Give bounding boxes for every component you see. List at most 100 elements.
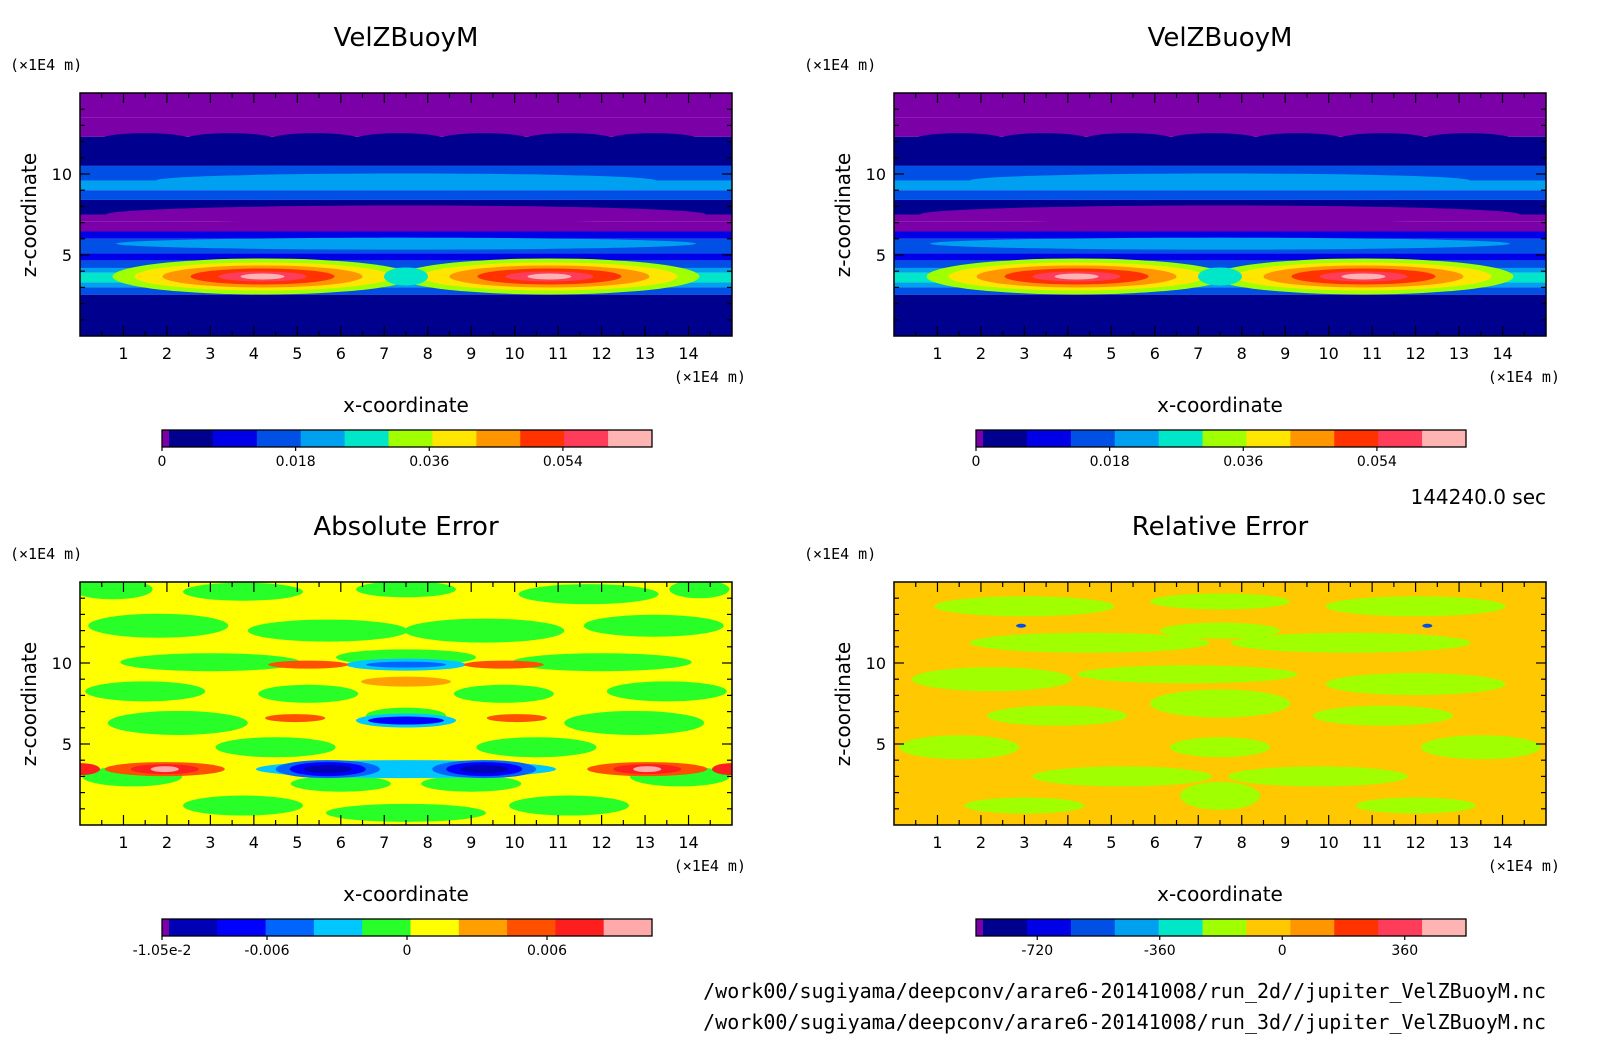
contour-patch [669, 582, 730, 599]
contour-patch [1180, 781, 1260, 810]
colorbar-tick-label: 0.054 [1357, 454, 1397, 470]
x-tick-label: 2 [976, 833, 986, 852]
colorbar-swatch [256, 430, 302, 447]
y-unit-label: (×1E4 m) [804, 545, 876, 563]
contour-patch [1230, 632, 1471, 653]
contour-patch [106, 205, 706, 224]
x-tick-label: 14 [1492, 833, 1512, 852]
contour-patch [1198, 267, 1242, 286]
contour-band [80, 117, 732, 137]
x-unit-label: (×1E4 m) [1488, 857, 1560, 875]
colorbar-swatch [388, 430, 433, 447]
contour-field [80, 93, 732, 336]
colorbar-swatch [555, 919, 605, 936]
contour-patch [564, 710, 705, 735]
x-tick-label: 12 [1405, 833, 1425, 852]
colorbar-frame [975, 429, 1467, 448]
contour-patch [404, 618, 565, 643]
contour-patch [511, 653, 692, 672]
x-tick-label: 10 [504, 344, 524, 363]
contour-patch [421, 775, 522, 792]
x-tick-label: 9 [1280, 344, 1290, 363]
contour-patch [150, 766, 179, 773]
x-tick-label: 11 [548, 344, 568, 363]
contour-patch [915, 133, 1004, 146]
contour-patch [987, 705, 1127, 726]
colorbar-swatch [212, 430, 258, 447]
y-tick-label: 5 [62, 735, 72, 754]
y-tick-label: 10 [52, 654, 72, 673]
contour-patch [1254, 133, 1343, 146]
x-tick-label: 1 [118, 344, 128, 363]
panel-title: VelZBuoyM [334, 23, 479, 53]
contour-band [894, 221, 1546, 232]
colorbar-swatch [432, 430, 477, 447]
colorbar-swatch [313, 919, 363, 936]
contour-patch [185, 133, 274, 146]
x-tick-label: 4 [249, 833, 259, 852]
colorbar-swatch [603, 919, 653, 936]
contour-patch [384, 267, 428, 286]
contour-patch [183, 795, 303, 816]
contour-band [80, 260, 732, 268]
x-tick-label: 3 [1019, 833, 1029, 852]
contour-patch [1325, 673, 1506, 696]
x-tick-label: 9 [466, 833, 476, 852]
x-tick-label: 14 [678, 833, 698, 852]
y-tick-label: 5 [62, 246, 72, 265]
x-tick-label: 12 [1405, 344, 1425, 363]
panel-title: Relative Error [1132, 512, 1309, 542]
contour-patch [970, 173, 1470, 188]
y-unit-label: (×1E4 m) [10, 56, 82, 74]
y-tick-label: 10 [866, 654, 886, 673]
contour-patch [525, 133, 613, 146]
x-tick-label: 4 [1063, 833, 1073, 852]
contour-patch [899, 735, 1020, 760]
x-tick-label: 13 [635, 344, 655, 363]
x-tick-label: 1 [932, 833, 942, 852]
colorbar-swatch [1246, 430, 1291, 447]
x-tick-label: 6 [336, 833, 346, 852]
colorbar-swatch [1070, 430, 1116, 447]
x-tick-label: 9 [466, 344, 476, 363]
colorbar-tick-label: 0.006 [527, 943, 567, 959]
x-tick-label: 5 [1106, 833, 1116, 852]
y-tick-label: 5 [876, 735, 886, 754]
file-path-1: /work00/sugiyama/deepconv/arare6-2014100… [703, 979, 1546, 1003]
colorbar-swatch [410, 919, 460, 936]
contour-patch [1077, 665, 1298, 684]
colorbar-tick-label: -720 [1021, 943, 1053, 959]
colorbar-swatch [344, 430, 390, 447]
colorbar-swatch [507, 919, 556, 936]
contour-patch [355, 133, 444, 146]
contour-patch [486, 714, 547, 723]
colorbar: -1.05e-2 -0.006 0 0.006 [133, 918, 653, 959]
colorbar-swatch [1378, 919, 1423, 936]
colorbar-swatch [1334, 919, 1379, 936]
panel-title: Absolute Error [313, 512, 499, 542]
x-tick-label: 14 [678, 344, 698, 363]
x-unit-label: (×1E4 m) [674, 857, 746, 875]
x-unit-label: (×1E4 m) [674, 368, 746, 386]
y-tick-label: 5 [876, 246, 886, 265]
x-unit-label: (×1E4 m) [1488, 368, 1560, 386]
x-tick-label: 9 [1280, 833, 1290, 852]
contour-patch [80, 763, 100, 776]
x-tick-label: 2 [976, 344, 986, 363]
contour-band [80, 190, 732, 200]
contour-patch [911, 667, 1072, 692]
colorbar-swatch [1158, 430, 1204, 447]
contour-patch [453, 684, 554, 703]
x-tick-label: 2 [162, 833, 172, 852]
x-tick-label: 11 [548, 833, 568, 852]
x-tick-label: 10 [1318, 344, 1338, 363]
x-tick-label: 10 [1318, 833, 1338, 852]
contour-patch [1422, 623, 1433, 628]
x-tick-label: 13 [635, 833, 655, 852]
x-tick-label: 8 [1237, 344, 1247, 363]
colorbar-swatch [1114, 919, 1160, 936]
contour-patch [463, 660, 544, 669]
contour-patch [476, 737, 597, 758]
